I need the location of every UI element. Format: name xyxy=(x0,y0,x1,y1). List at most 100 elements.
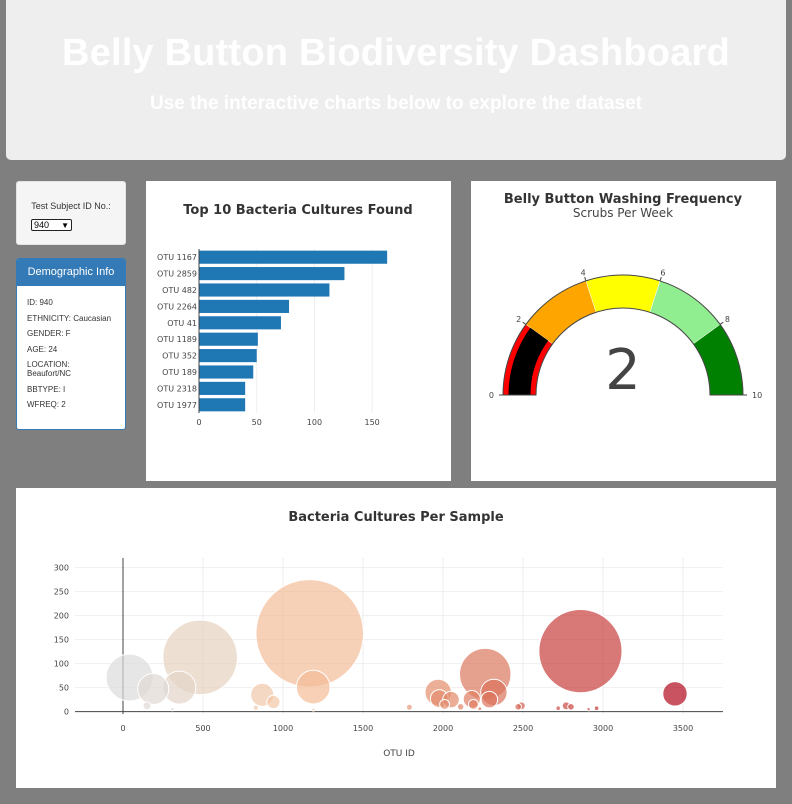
bubble-point[interactable] xyxy=(137,673,170,706)
bubble-x-tick-label: 1000 xyxy=(273,724,293,733)
gauge-subtitle: Scrubs Per Week xyxy=(573,206,673,220)
bar-x-tick-label: 0 xyxy=(196,418,201,427)
subject-id-dropdown[interactable]: 940 ▼ xyxy=(31,219,72,231)
gauge-tick xyxy=(522,321,527,325)
bubble-point[interactable] xyxy=(538,609,623,694)
bar-category-label: OTU 1977 xyxy=(157,401,197,410)
gauge-step xyxy=(585,274,661,313)
bubble-point[interactable] xyxy=(266,694,281,710)
bubble-point[interactable] xyxy=(555,705,562,712)
bar-x-tick-label: 100 xyxy=(307,418,322,427)
demographic-bbtype: BBTYPE: I xyxy=(27,384,66,394)
subject-selector-well: Test Subject ID No.: 940 ▼ xyxy=(16,181,126,245)
bar-mark[interactable] xyxy=(199,316,281,330)
bubble-point[interactable] xyxy=(586,707,591,712)
demographic-panel: Demographic Info ID: 940 ETHNICITY: Cauc… xyxy=(16,258,126,430)
bar-mark[interactable] xyxy=(199,365,254,379)
bubble-point[interactable] xyxy=(480,690,499,709)
subject-selector-label: Test Subject ID No.: xyxy=(31,201,111,211)
bubble-point[interactable] xyxy=(170,707,175,712)
demographic-id: ID: 940 xyxy=(27,298,53,307)
demographic-panel-title: Demographic Info xyxy=(17,259,125,286)
bar-category-label: OTU 2264 xyxy=(157,302,197,311)
demographic-age: AGE: 24 xyxy=(27,344,58,354)
bubble-point[interactable] xyxy=(252,704,259,711)
subject-id-value: 940 xyxy=(34,220,50,230)
bar-category-label: OTU 482 xyxy=(162,286,197,295)
bubble-point[interactable] xyxy=(142,701,152,711)
page-subtitle: Use the interactive charts below to expl… xyxy=(149,93,643,114)
bubble-y-tick-label: 50 xyxy=(59,684,69,693)
bubble-point[interactable] xyxy=(567,703,575,711)
gauge-tick xyxy=(659,276,662,282)
bubble-x-tick-label: 3500 xyxy=(673,724,693,733)
bar-x-tick-label: 50 xyxy=(252,418,262,427)
page-title: Belly Button Biodiversity Dashboard xyxy=(62,32,730,74)
bar-category-label: OTU 352 xyxy=(162,352,197,361)
bubble-chart[interactable]: Bacteria Cultures Per Sample 0 50 100 150 200… xyxy=(16,488,776,788)
bar-mark[interactable] xyxy=(199,332,258,346)
bar-category-label: OTU 41 xyxy=(167,319,197,328)
gauge-tick-label: 10 xyxy=(752,391,762,400)
bar-category-label: OTU 2318 xyxy=(157,384,197,393)
demographic-gender: GENDER: F xyxy=(27,329,71,338)
demographic-location: LOCATION: Beaufort/NC xyxy=(27,360,72,378)
bubble-x-axis-label: OTU ID xyxy=(383,749,415,759)
bar-mark[interactable] xyxy=(199,398,246,412)
bubble-point[interactable] xyxy=(662,681,688,707)
bubble-point[interactable] xyxy=(477,706,483,712)
bubble-point[interactable] xyxy=(593,705,600,712)
bubble-x-tick-label: 2000 xyxy=(433,724,453,733)
bar-category-label: OTU 189 xyxy=(162,368,197,377)
gauge-tick-label: 4 xyxy=(581,268,586,277)
bubble-y-tick-label: 200 xyxy=(54,612,69,621)
gauge-tick-label: 6 xyxy=(660,268,665,277)
gauge-tick xyxy=(584,276,587,282)
bubble-point[interactable] xyxy=(439,698,451,710)
gauge-outline xyxy=(502,274,744,396)
bubble-y-tick-label: 250 xyxy=(54,588,69,597)
bubble-chart-title: Bacteria Cultures Per Sample xyxy=(288,510,504,525)
bubble-x-tick-label: 500 xyxy=(195,724,210,733)
bar-mark[interactable] xyxy=(199,250,388,264)
bubble-point[interactable] xyxy=(456,703,465,711)
gauge-value-bar xyxy=(508,327,549,395)
bar-chart[interactable]: Top 10 Bacteria Cultures Found 0 50 100 150 O… xyxy=(146,181,451,481)
chevron-down-icon: ▼ xyxy=(61,221,69,230)
bar-chart-card: Top 10 Bacteria Cultures Found 0 50 100 150 O… xyxy=(146,181,451,481)
gauge-tick-label: 2 xyxy=(516,315,521,324)
bar-mark[interactable] xyxy=(199,299,290,313)
bubble-x-tick-label: 3000 xyxy=(593,724,613,733)
bubble-y-tick-label: 300 xyxy=(54,564,69,573)
bubble-y-tick-label: 0 xyxy=(64,708,69,717)
gauge-value-number: 2 xyxy=(605,338,641,403)
bubble-y-tick-label: 100 xyxy=(54,660,69,669)
bubble-point[interactable] xyxy=(514,703,523,711)
bar-mark[interactable] xyxy=(199,349,257,363)
bar-mark[interactable] xyxy=(199,283,330,297)
demographic-panel-body: ID: 940 ETHNICITY: Caucasian GENDER: F A… xyxy=(17,286,125,409)
bubble-x-tick-label: 2500 xyxy=(513,724,533,733)
bar-chart-title: Top 10 Bacteria Cultures Found xyxy=(183,203,412,218)
bar-category-label: OTU 2859 xyxy=(157,270,197,279)
bubble-y-tick-label: 150 xyxy=(54,636,69,645)
gauge-tick xyxy=(719,321,724,325)
bubble-point[interactable] xyxy=(467,698,479,710)
bubble-point[interactable] xyxy=(405,703,413,711)
gauge-chart-card: Belly Button Washing Frequency Scrubs Per… xyxy=(471,181,776,481)
bar-category-label: OTU 1167 xyxy=(157,253,197,262)
gauge-title: Belly Button Washing Frequency xyxy=(504,192,743,207)
bar-mark[interactable] xyxy=(199,267,345,281)
gauge-tick-label: 0 xyxy=(489,391,494,400)
bar-category-label: OTU 1189 xyxy=(157,335,197,344)
bar-mark[interactable] xyxy=(199,381,246,395)
bubble-chart-card: Bacteria Cultures Per Sample 0 50 100 150 200… xyxy=(16,488,776,788)
bubble-point[interactable] xyxy=(295,669,331,705)
header-jumbotron: Belly Button Biodiversity Dashboard Use … xyxy=(6,0,786,160)
bar-x-tick-label: 150 xyxy=(365,418,380,427)
bubble-point[interactable] xyxy=(311,707,316,712)
demographic-ethnicity: ETHNICITY: Caucasian xyxy=(27,313,112,323)
demographic-wfreq: WFREQ: 2 xyxy=(27,400,66,409)
gauge-tick-label: 8 xyxy=(725,315,730,324)
